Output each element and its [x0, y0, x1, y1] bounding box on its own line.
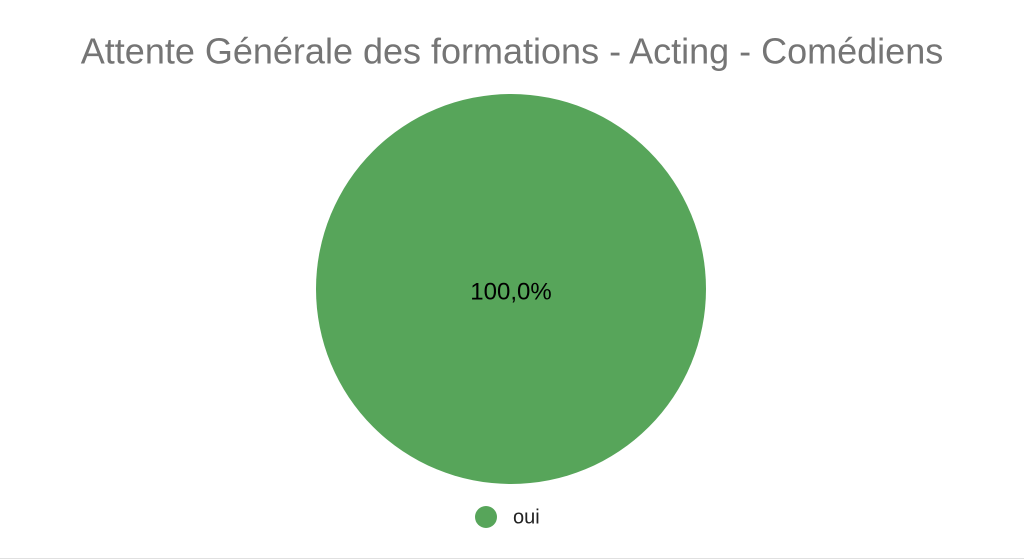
legend-swatch [475, 506, 497, 528]
pie-slice [316, 94, 706, 484]
value-label: 100,0% [470, 278, 551, 305]
chart-title: Attente Générale des formations - Acting… [81, 31, 943, 72]
legend-label: oui [513, 506, 540, 528]
